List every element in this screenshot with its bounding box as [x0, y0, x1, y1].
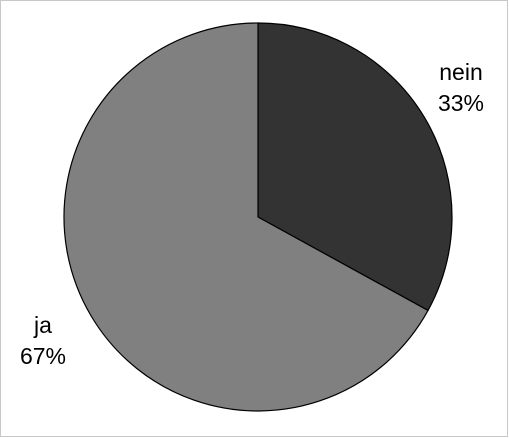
pie-slice-nein [257, 22, 453, 312]
slice-label-nein-value: 33% [438, 90, 484, 116]
pie-labels: nein 33% ja 67% [20, 59, 484, 369]
slice-label-ja-name: ja [33, 312, 52, 338]
pie-slices [63, 22, 453, 412]
pie-slice-ja [63, 22, 429, 412]
slice-label-ja-value: 67% [20, 343, 66, 369]
slice-label-nein-name: nein [439, 59, 482, 85]
